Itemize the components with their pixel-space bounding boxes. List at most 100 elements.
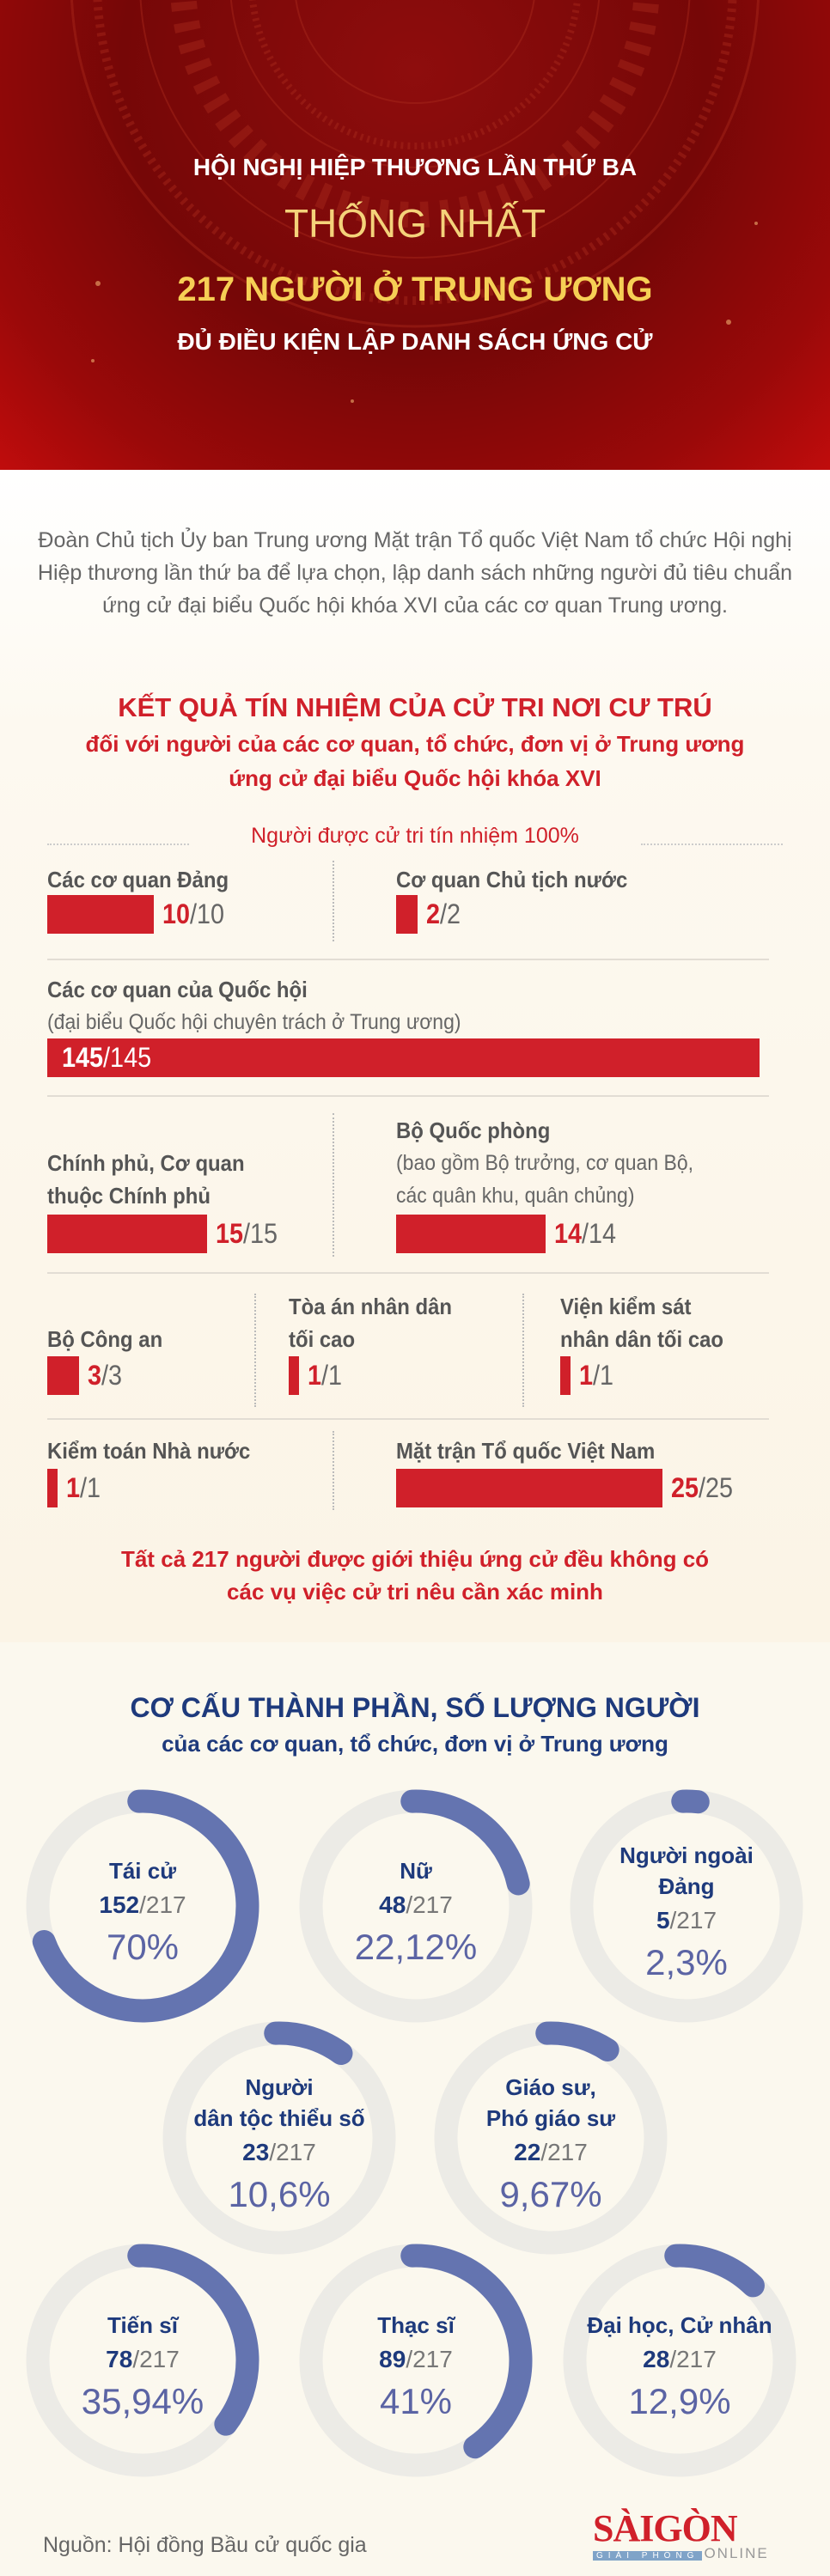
donut-ring bbox=[563, 2244, 796, 2477]
item-label: Chính phủ, Cơ quan bbox=[47, 1150, 245, 1176]
results-subtitle-line1: đối với người của các cơ quan, tổ chức, … bbox=[85, 731, 745, 757]
item-value: 145/145 bbox=[62, 1042, 152, 1073]
item-label: Các cơ quan Đảng bbox=[47, 867, 229, 892]
donut-label: Tái cử bbox=[108, 1858, 177, 1884]
item-bar bbox=[396, 1469, 662, 1507]
item-label-line2: thuộc Chính phủ bbox=[47, 1183, 211, 1209]
item-bar bbox=[396, 895, 418, 934]
divider bbox=[47, 1095, 769, 1097]
donut-0: Tái cử 152/217 70% bbox=[26, 1789, 259, 2023]
item-value: 15/15 bbox=[216, 1218, 278, 1249]
item-bar bbox=[47, 1215, 207, 1253]
donut-percent: 70% bbox=[106, 1927, 180, 1967]
donut-label: Giáo sư, bbox=[505, 2074, 596, 2100]
item-value: 10/10 bbox=[162, 898, 225, 929]
item-label-line2: nhân dân tối cao bbox=[560, 1326, 724, 1352]
item-bar bbox=[396, 1215, 546, 1253]
header-headline: 217 NGƯỜI Ở TRUNG ƯƠNG bbox=[177, 271, 653, 308]
donut-7: Đại học, Cử nhân 28/217 12,9% bbox=[563, 2244, 796, 2477]
item-bar bbox=[47, 1356, 80, 1395]
donut-label: Đại học, Cử nhân bbox=[587, 2312, 772, 2338]
donut-label: Người bbox=[245, 2074, 314, 2100]
item-bar bbox=[47, 895, 154, 934]
donut-percent: 2,3% bbox=[645, 1942, 728, 1982]
donut-label: Người ngoài bbox=[619, 1842, 754, 1868]
item-value: 1/1 bbox=[579, 1360, 614, 1391]
item-sublabel-line2: các quân khu, quân chủng) bbox=[396, 1184, 635, 1208]
results-footnote-line2: các vụ việc cử tri nêu cần xác minh bbox=[227, 1579, 603, 1605]
divider bbox=[333, 1431, 334, 1510]
donut-3: Người dân tộc thiểu số 23/217 10,6% bbox=[162, 2021, 396, 2255]
item-label: Kiểm toán Nhà nước bbox=[47, 1438, 251, 1464]
donut-percent: 22,12% bbox=[354, 1927, 478, 1967]
item-value: 14/14 bbox=[553, 1218, 616, 1249]
donut-arc bbox=[26, 2244, 259, 2477]
donut-percent: 41% bbox=[379, 2381, 453, 2421]
divider bbox=[641, 843, 783, 845]
header-kicker: HỘI NGHỊ HIỆP THƯƠNG LẦN THỨ BA bbox=[192, 154, 638, 180]
divider bbox=[47, 1418, 769, 1420]
item-bar bbox=[560, 1356, 571, 1395]
donut-count: 78/217 bbox=[106, 2346, 180, 2372]
divider bbox=[522, 1294, 524, 1407]
item-label: Tòa án nhân dân bbox=[289, 1294, 453, 1319]
results-footnote: Tất cả 217 người được giới thiệu ứng cử … bbox=[0, 1543, 830, 1608]
donut-label: Nữ bbox=[400, 1858, 432, 1884]
item-label: Mặt trận Tổ quốc Việt Nam bbox=[396, 1438, 656, 1464]
structure-title: CƠ CẤU THÀNH PHẦN, SỐ LƯỢNG NGƯỜI bbox=[130, 1692, 700, 1723]
header-banner: HỘI NGHỊ HIỆP THƯƠNG LẦN THỨ BA THỐNG NH… bbox=[0, 0, 830, 470]
results-caption: Người được cử tri tín nhiệm 100% bbox=[251, 824, 579, 848]
divider bbox=[47, 1272, 769, 1274]
bronze-drum-pattern bbox=[70, 0, 760, 403]
divider bbox=[333, 1113, 334, 1257]
donut-count: 48/217 bbox=[379, 1891, 453, 1918]
donut-count: 23/217 bbox=[242, 2139, 316, 2165]
structure-subtitle: của các cơ quan, tổ chức, đơn vị ở Trung… bbox=[162, 1731, 668, 1757]
donut-arc bbox=[570, 1789, 803, 2023]
donut-count: 5/217 bbox=[656, 1907, 717, 1934]
results-subtitle: đối với người của các cơ quan, tổ chức, … bbox=[0, 727, 830, 795]
donut-percent: 10,6% bbox=[228, 2174, 331, 2214]
results-title: KẾT QUẢ TÍN NHIỆM CỦA CỬ TRI NƠI CƯ TRÚ bbox=[118, 692, 712, 722]
donut-label: Thạc sĩ bbox=[377, 2312, 455, 2338]
donut-label-line2: Phó giáo sư bbox=[485, 2105, 616, 2131]
donut-5: Tiến sĩ 78/217 35,94% bbox=[26, 2244, 259, 2477]
donut-count: 28/217 bbox=[643, 2346, 717, 2372]
donut-label: Tiến sĩ bbox=[107, 2312, 178, 2338]
divider bbox=[333, 861, 334, 941]
item-bar bbox=[289, 1356, 300, 1395]
donut-arc bbox=[299, 1789, 533, 2023]
donut-count: 22/217 bbox=[514, 2139, 588, 2165]
item-value: 2/2 bbox=[425, 898, 461, 929]
donut-ring bbox=[26, 1789, 259, 2023]
logo-name: SÀIGÒN bbox=[593, 2507, 738, 2549]
item-label: Viện kiểm sát bbox=[560, 1294, 692, 1319]
donut-ring bbox=[299, 1789, 533, 2023]
donut-ring bbox=[162, 2021, 396, 2255]
donut-ring bbox=[434, 2021, 668, 2255]
item-value: 1/1 bbox=[308, 1360, 343, 1391]
donut-count: 89/217 bbox=[379, 2346, 453, 2372]
donut-ring bbox=[570, 1789, 803, 2023]
item-sublabel: (đại biểu Quốc hội chuyên trách ở Trung … bbox=[47, 1010, 461, 1034]
donut-ring bbox=[299, 2244, 533, 2477]
donut-arc bbox=[563, 2244, 796, 2477]
item-value: 25/25 bbox=[671, 1472, 734, 1503]
donut-4: Giáo sư, Phó giáo sư 22/217 9,67% bbox=[434, 2021, 668, 2255]
donut-arc bbox=[162, 2021, 396, 2255]
item-label: Các cơ quan của Quốc hội bbox=[47, 977, 308, 1002]
donut-percent: 35,94% bbox=[81, 2381, 204, 2421]
item-label-line2: tối cao bbox=[289, 1326, 356, 1352]
saigon-giai-phong-logo: SÀIGÒN GIẢI PHÓNG ONLINE bbox=[593, 2510, 799, 2561]
divider bbox=[254, 1294, 256, 1407]
donut-2: Người ngoài Đảng 5/217 2,3% bbox=[570, 1789, 803, 2023]
donut-arc bbox=[26, 1789, 259, 2023]
donut-6: Thạc sĩ 89/217 41% bbox=[299, 2244, 533, 2477]
intro-paragraph: Đoàn Chủ tịch Ủy ban Trung ương Mặt trận… bbox=[37, 528, 793, 618]
donut-label-line2: dân tộc thiểu số bbox=[193, 2105, 365, 2131]
donut-percent: 12,9% bbox=[628, 2381, 731, 2421]
donut-percent: 9,67% bbox=[499, 2174, 602, 2214]
logo-tagline: GIẢI PHÓNG ONLINE bbox=[593, 2546, 769, 2564]
item-label: Bộ Công an bbox=[47, 1326, 163, 1352]
donut-ring bbox=[26, 2244, 259, 2477]
